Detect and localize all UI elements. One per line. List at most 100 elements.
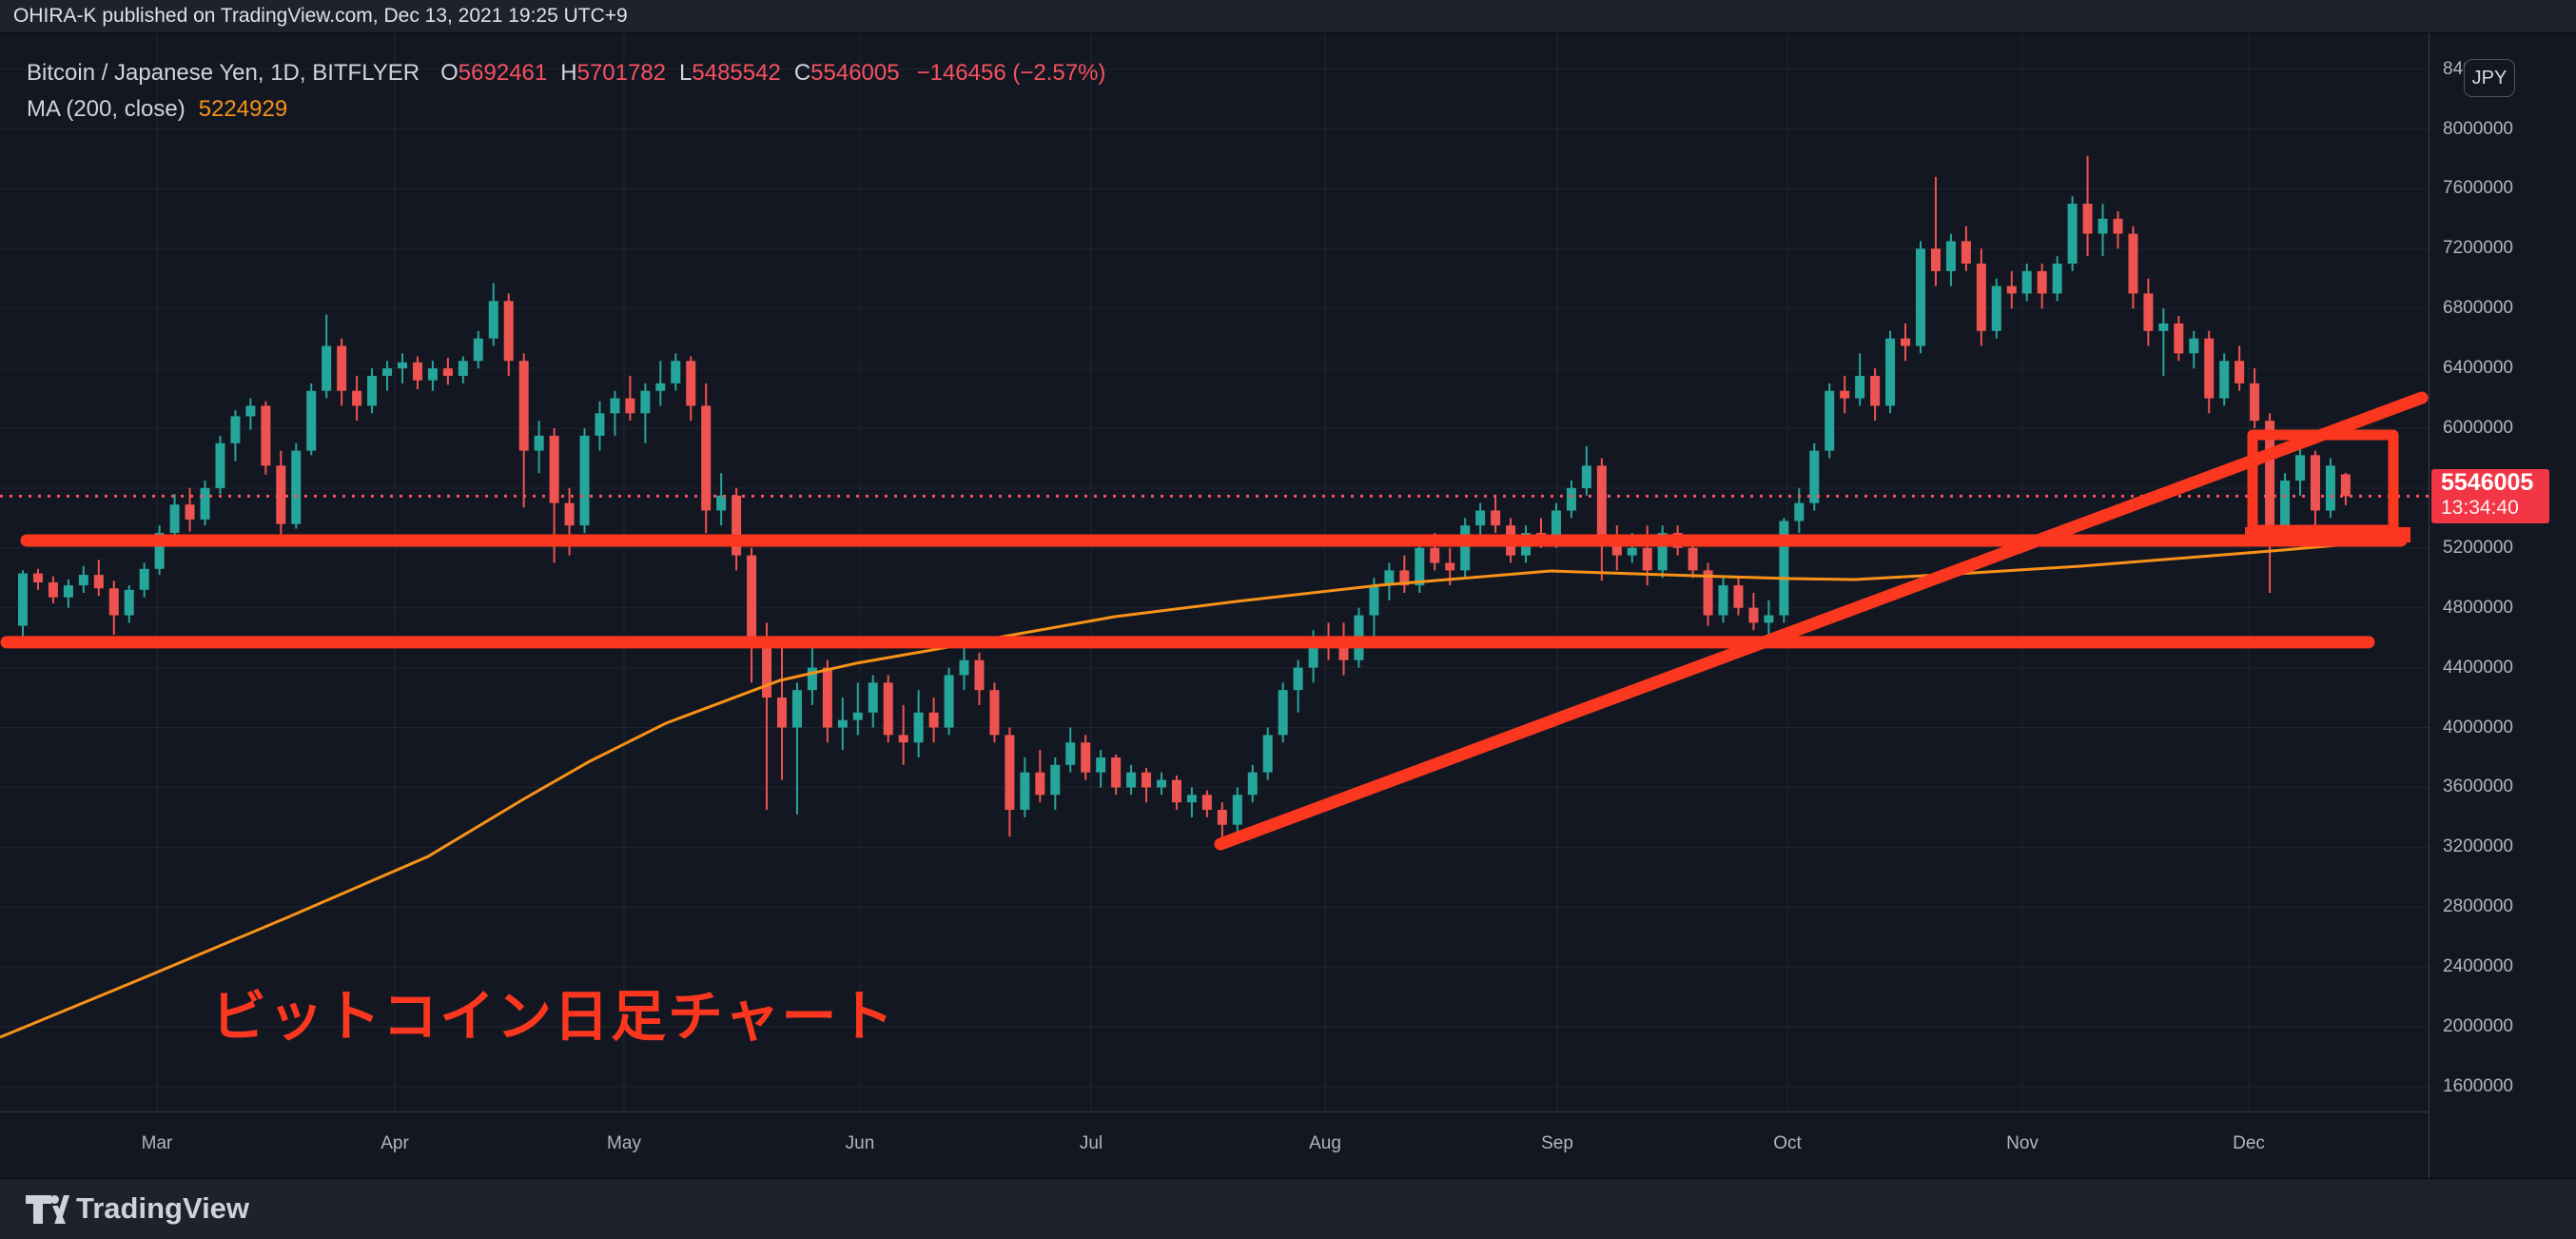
candle-body xyxy=(291,450,302,524)
candle-body xyxy=(108,588,119,616)
candle-body xyxy=(1718,585,1728,616)
low-label: L xyxy=(679,60,693,86)
candle-body xyxy=(549,435,559,503)
candle-body xyxy=(913,712,924,743)
legend-symbol-row: Bitcoin / Japanese Yen, 1D, BITFLYER O569… xyxy=(27,55,1105,91)
candle-body xyxy=(93,575,104,589)
candle-body xyxy=(322,345,332,391)
price-tick-label: 5200000 xyxy=(2443,537,2513,558)
price-tick-label: 2400000 xyxy=(2443,956,2513,977)
candle-body xyxy=(18,573,28,626)
candle-body xyxy=(1642,547,1652,571)
chart-annotation-text[interactable]: ビットコイン日足チャート xyxy=(211,986,895,1048)
candle-body xyxy=(1005,735,1015,810)
candle-body xyxy=(1748,607,1759,623)
axis-border xyxy=(2429,33,2430,1178)
candle-body xyxy=(1217,809,1227,825)
time-tick-label: Aug xyxy=(1309,1133,1341,1153)
price-tick-label: 6800000 xyxy=(2443,298,2513,319)
price-tick-label: 6400000 xyxy=(2443,358,2513,379)
candle-body xyxy=(1627,547,1637,556)
price-axis[interactable]: 8400000800000076000007200000680000064000… xyxy=(2429,33,2576,1178)
candle-body xyxy=(1840,390,1850,399)
candle-body xyxy=(807,667,817,691)
candle-body xyxy=(1551,510,1561,541)
candle-body xyxy=(2098,218,2108,234)
candle-body xyxy=(579,435,590,526)
candle-body xyxy=(1415,547,1425,586)
candle-body xyxy=(1020,772,1030,810)
price-tick-label: 2000000 xyxy=(2443,1016,2513,1036)
candle-body xyxy=(63,585,73,598)
candle-body xyxy=(564,502,575,526)
candle-body xyxy=(427,368,438,381)
candle-body xyxy=(245,405,256,417)
close-value: 5546005 xyxy=(810,60,900,86)
candle-body xyxy=(2280,481,2291,526)
candle-body xyxy=(1581,465,1591,488)
candle-body xyxy=(1247,772,1258,796)
time-tick-label: May xyxy=(607,1133,641,1153)
candle-body xyxy=(974,659,985,691)
candle-body xyxy=(1338,645,1349,660)
candle-body xyxy=(382,368,393,376)
candle-body xyxy=(124,589,134,616)
open-label: O xyxy=(440,60,459,86)
candle-body xyxy=(944,675,954,728)
candle-body xyxy=(1491,510,1501,526)
tradingview-logo-icon[interactable] xyxy=(25,1192,70,1229)
candle-body xyxy=(701,405,712,511)
candle-body xyxy=(169,504,180,534)
candle-body xyxy=(2113,218,2123,234)
candle-body xyxy=(928,712,939,728)
candle-body xyxy=(1142,772,1152,788)
candle-body xyxy=(852,712,863,720)
chart-canvas[interactable]: ビットコイン日足チャート xyxy=(0,33,2429,1111)
candle-body xyxy=(32,573,43,582)
candle-body xyxy=(2250,383,2260,422)
candle-body xyxy=(1779,521,1789,616)
time-tick-label: Jun xyxy=(845,1133,875,1153)
candle-body xyxy=(2052,264,2062,294)
candle-body xyxy=(1688,547,1698,571)
ma-label: MA (200, close) xyxy=(27,96,185,122)
candle-body xyxy=(306,390,317,451)
time-tick-label: Jul xyxy=(1079,1133,1103,1153)
candle-body xyxy=(230,416,241,443)
candle-body xyxy=(791,690,802,728)
candle-body xyxy=(458,361,468,376)
time-axis[interactable]: Mar Apr May Jun Jul Aug Sep Oct Nov Dec xyxy=(0,1111,2576,1178)
ascending-trendline[interactable] xyxy=(1214,391,2429,851)
candle-body xyxy=(1885,338,1896,406)
time-tick-label: Sep xyxy=(1541,1133,1573,1153)
candle-body xyxy=(2234,361,2245,384)
candle-body xyxy=(337,345,347,391)
candle-body xyxy=(1901,338,1911,346)
price-tick-label: 8000000 xyxy=(2443,118,2513,139)
candle-body xyxy=(2189,338,2199,354)
candle-body xyxy=(989,690,1000,736)
candle-body xyxy=(595,413,605,436)
candle-body xyxy=(898,735,908,743)
candle-body xyxy=(1262,735,1273,773)
candle-body xyxy=(2295,455,2305,482)
currency-toggle-button[interactable]: JPY xyxy=(2464,59,2515,97)
candle-body xyxy=(2037,270,2047,294)
low-value: 5485542 xyxy=(692,60,781,86)
candle-body xyxy=(1050,764,1061,796)
tradingview-brand-text[interactable]: TradingView xyxy=(76,1191,250,1225)
candle-body xyxy=(1171,779,1181,803)
candle-body xyxy=(1764,615,1774,623)
time-tick-label: Apr xyxy=(381,1133,409,1153)
candle-body xyxy=(1384,570,1395,586)
last-price-label: 5546005 13:34:40 xyxy=(2431,469,2549,524)
candle-body xyxy=(2340,474,2351,497)
candle-body xyxy=(185,504,195,520)
candle-body xyxy=(1930,248,1941,271)
candle-body xyxy=(2021,270,2032,294)
high-value: 5701782 xyxy=(576,60,667,86)
candle-body xyxy=(1201,795,1212,810)
time-tick-label: Nov xyxy=(2006,1133,2039,1153)
candle-body xyxy=(2325,465,2335,511)
candle-body xyxy=(959,659,969,676)
